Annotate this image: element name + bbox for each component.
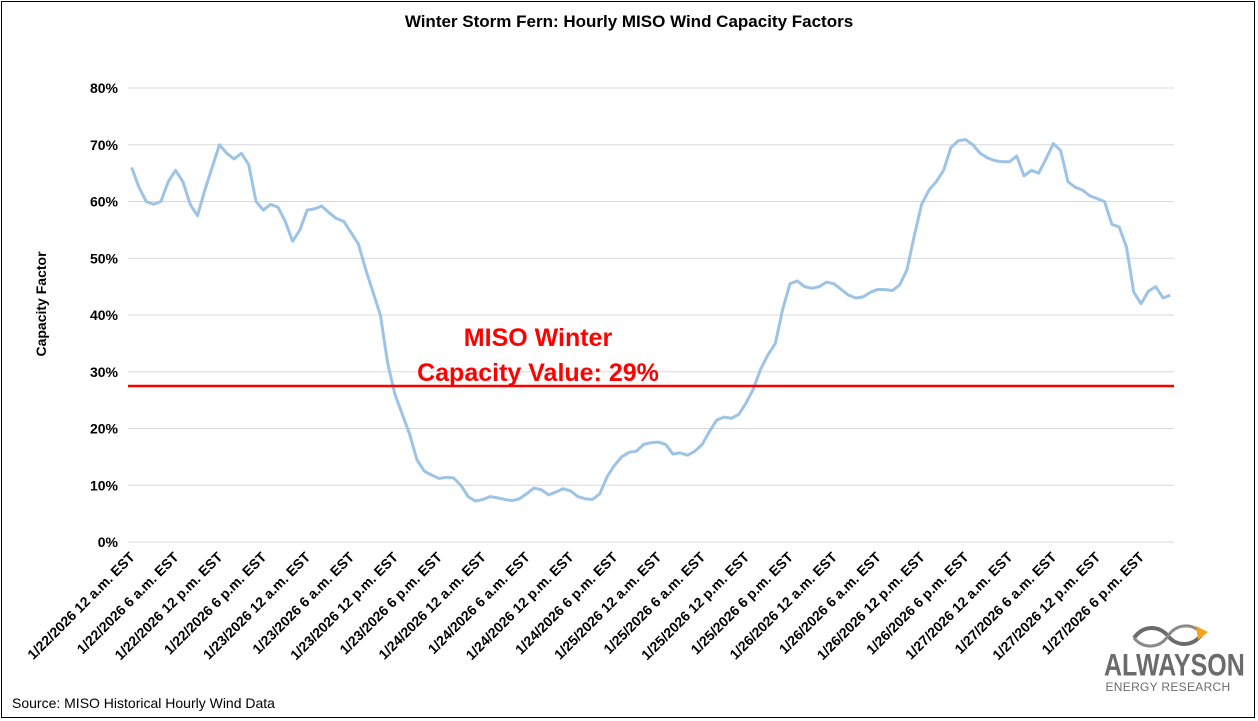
y-tick-label: 20% [90,421,119,437]
reference-layer: MISO Winter Capacity Value: 29% [128,324,1174,388]
y-tick-label: 80% [90,80,119,96]
y-tick-label: 60% [90,194,119,210]
logo-wordmark: ALWAYSON [1104,648,1245,683]
series-layer [130,138,1171,503]
grid-lines [128,87,1174,486]
y-axis-ticks: 0% 10% 20% 30% 40% 50% 60% 70% 80% [90,80,119,550]
infinity-swoosh-icon [1132,624,1208,648]
y-tick-label: 70% [90,137,119,153]
source-note: Source: MISO Historical Hourly Wind Data [12,695,275,711]
y-tick-label: 30% [90,364,119,380]
y-tick-label: 50% [90,250,119,266]
y-axis-label: Capacity Factor [33,251,49,357]
brand-logo: ALWAYSON ENERGY RESEARCH [1104,622,1245,698]
logo-subtitle: ENERGY RESEARCH [1105,680,1231,694]
reference-label-line1: MISO Winter [464,324,613,352]
y-tick-label: 10% [90,477,119,493]
reference-label-line2: Capacity Value: 29% [417,359,659,387]
series-line [130,138,1171,503]
y-tick-label: 0% [98,534,119,550]
chart-title: Winter Storm Fern: Hourly MISO Wind Capa… [404,12,854,31]
y-tick-label: 40% [90,307,119,323]
